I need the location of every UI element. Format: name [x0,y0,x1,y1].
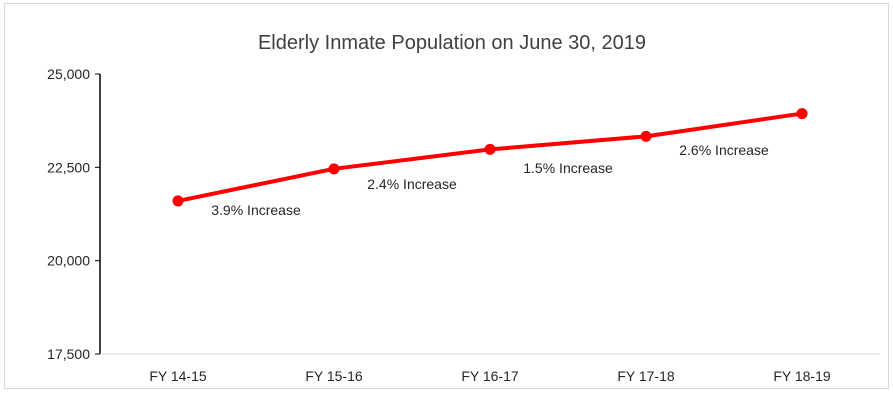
y-tick-label: 25,000 [47,66,90,82]
x-tick-label: FY 15-16 [305,368,363,384]
data-point [796,108,808,120]
increase-annotation: 1.5% Increase [523,160,613,176]
y-axis: 17,500 20,000 22,500 25,000 [47,66,101,362]
series-line-group [172,108,808,207]
x-tick-label: FY 17-18 [617,368,675,384]
increase-annotation: 2.4% Increase [367,176,457,192]
chart-container: Elderly Inmate Population on June 30, 20… [4,3,889,389]
increase-annotation: 3.9% Increase [211,202,301,218]
line-chart: Elderly Inmate Population on June 30, 20… [47,32,880,384]
x-axis: FY 14-15 FY 15-16 FY 16-17 FY 17-18 FY 18-19 [100,353,880,384]
data-point [640,130,652,142]
x-tick-label: FY 18-19 [773,368,831,384]
annotation-group: 3.9% Increase 2.4% Increase 1.5% Increase 2… [211,142,769,218]
data-point [328,163,340,175]
x-tick-label: FY 16-17 [461,368,519,384]
x-tick-label: FY 14-15 [149,368,207,384]
data-point [484,143,496,155]
y-tick-label: 20,000 [47,253,90,269]
chart-title: Elderly Inmate Population on June 30, 20… [258,32,646,54]
y-tick-label: 17,500 [47,346,90,362]
y-tick-label: 22,500 [47,159,90,175]
increase-annotation: 2.6% Increase [679,142,769,158]
data-point [172,195,184,207]
